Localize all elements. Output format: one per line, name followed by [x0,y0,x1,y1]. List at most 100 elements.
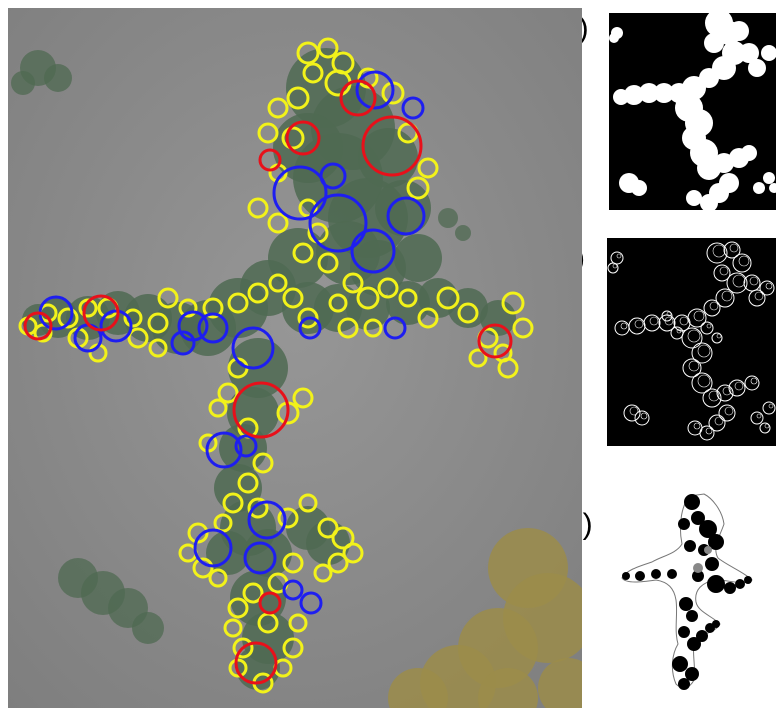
yellow-circle [247,282,269,304]
yellow-circle [217,382,239,404]
edge-ring-inner [764,423,770,429]
edge-ring-inner [768,403,774,409]
silhouette-particle [672,656,688,672]
silhouette-svg [621,493,753,690]
silhouette-particle [691,511,705,525]
edge-ring [687,420,703,436]
edge-ring-inner [616,253,622,259]
silhouette-particle [635,571,645,581]
edge-ring-inner [640,412,648,420]
olive-aggregate-blob [478,668,538,708]
edge-ring-inner [612,263,618,269]
yellow-circle [313,563,333,583]
edge-ring [726,272,748,294]
edge-ring [715,288,735,308]
yellow-circle [298,493,318,513]
edge-ring [748,289,766,307]
edge-ring [708,414,726,432]
edge-ring [702,388,722,408]
blue-circle [299,591,323,615]
red-circle [232,381,290,439]
edge-ring-inner [749,276,759,286]
edge-ring [713,264,731,282]
yellow-circle [377,277,399,299]
silhouette-particle [686,610,698,622]
mask-blob [748,59,766,77]
edge-ring-inner [732,274,746,288]
edge-ring-inner [765,282,773,290]
blue-circle [170,330,196,356]
edge-ring [661,310,673,322]
edge-ring [743,274,761,292]
mask-blob [700,194,718,210]
silhouette-particle [651,569,661,579]
blue-circle [205,431,243,469]
mask-blob [639,83,659,103]
edge-ring [610,251,624,265]
yellow-circle [213,513,233,533]
yellow-circle [267,97,289,119]
mask-blob [769,183,776,193]
yellow-circle [147,312,169,334]
edge-ring-inner [676,328,682,334]
edge-ring [607,262,619,274]
red-circles [23,79,513,685]
edge-ring-inner [724,406,734,416]
edge-ring [759,422,771,434]
yellow-circle [227,292,249,314]
yellow-circle [342,272,364,294]
side-aggregate-blob [11,71,35,95]
yellow-circle [33,323,53,343]
side-aggregate-blob [44,64,72,92]
blue-circle [350,228,396,274]
mask-blob [761,45,776,61]
yellow-circle [302,62,324,84]
side-aggregate-blob [438,208,458,228]
yellow-circle [268,273,288,293]
side-aggregate-blob [455,225,471,241]
edge-ring-inner [679,316,689,326]
silhouette-particle [705,557,719,571]
edge-ring [732,253,752,273]
silhouette-particle [684,494,700,510]
blue-circle [247,500,287,540]
silhouette-panel [612,484,776,698]
yellow-circle [281,126,305,150]
olive-aggregate-blob [388,668,448,708]
silhouette-particle-grey [693,563,703,573]
edge-ring-inner [693,310,705,322]
blue-circle [383,316,407,340]
edge-ring-inner [620,322,628,330]
blue-circle [243,541,277,575]
silhouette-particle [678,518,690,530]
edge-ring [723,241,741,259]
mask-blob [739,43,759,63]
yellow-circle [357,67,379,89]
edge-ring [691,372,713,394]
yellow-circle [337,317,359,339]
edge-ring-inner [664,316,674,326]
mask-blob [631,180,647,196]
mask-blob [763,172,775,184]
edge-ring-inner [708,390,720,402]
edge-ring [744,375,760,391]
edge-ring-inner [734,381,744,391]
red-circle [258,148,282,172]
edge-ring-inner [649,316,659,326]
mask-blob [741,145,757,161]
edge-ring-inner [750,377,758,385]
yellow-circle [277,507,299,529]
mask-shape [609,13,776,210]
yellow-circle [406,176,430,200]
silhouette-particle [692,570,704,582]
silhouette-particle [687,637,701,651]
edge-ring [673,314,691,332]
yellow-circle [282,637,304,659]
edge-ring-inner [721,290,733,302]
yellow-circle [501,291,525,315]
silhouette-particle [696,630,708,642]
edge-ring-inner [693,422,701,430]
edge-ring-inner [712,244,726,258]
silhouette-particle [708,534,724,550]
mask-blob [654,83,674,103]
